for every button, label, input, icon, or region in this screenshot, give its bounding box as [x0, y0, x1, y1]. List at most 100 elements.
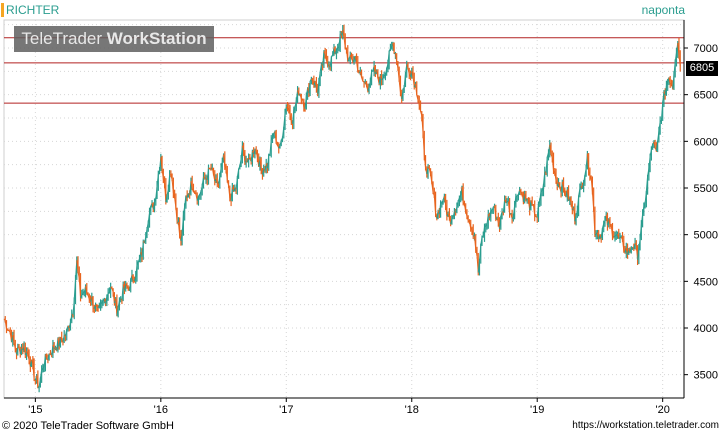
price-segment	[451, 216, 454, 219]
price-segment	[549, 144, 552, 155]
price-segment	[342, 30, 345, 37]
price-segment	[586, 153, 590, 172]
price-segment	[412, 76, 415, 88]
y-tick-label: 6000	[694, 136, 718, 148]
price-segment	[347, 58, 350, 62]
price-segment	[368, 81, 371, 88]
copyright-text: © 2020 TeleTrader Software GmbH	[2, 420, 174, 432]
price-segment	[146, 222, 149, 230]
price-segment	[463, 203, 467, 213]
price-segment	[86, 292, 89, 296]
price-segment	[308, 81, 311, 94]
price-segment	[162, 178, 166, 184]
price-segment	[627, 249, 630, 255]
price-segment	[634, 242, 637, 246]
price-segment	[660, 102, 664, 121]
price-segment	[337, 46, 340, 48]
price-segment	[286, 106, 288, 109]
price-segment	[112, 292, 115, 304]
price-segment	[379, 75, 383, 81]
price-segment	[8, 330, 11, 333]
price-segment	[462, 202, 465, 205]
price-segment	[593, 209, 596, 236]
price-segment	[137, 258, 140, 263]
price-segment	[575, 211, 578, 216]
price-segment	[427, 166, 430, 169]
price-segment	[175, 207, 178, 223]
price-segment	[668, 77, 671, 84]
price-segment	[450, 218, 453, 225]
price-segment	[576, 195, 580, 212]
price-segment	[174, 197, 177, 208]
price-segment	[647, 168, 650, 177]
price-segment	[421, 115, 424, 134]
price-segment	[537, 200, 541, 205]
price-segment	[574, 215, 577, 222]
price-segment	[95, 304, 98, 307]
price-segment	[486, 214, 489, 224]
price-segment	[672, 74, 675, 89]
price-segment	[398, 80, 401, 93]
price-segment	[310, 78, 314, 82]
price-segment	[655, 141, 659, 152]
price-segment	[447, 213, 450, 219]
price-segment	[480, 237, 483, 246]
price-segment	[149, 205, 152, 213]
price-segment	[278, 145, 281, 149]
price-segment	[198, 194, 201, 197]
price-segment	[228, 185, 231, 199]
price-segment	[349, 54, 353, 59]
price-segment	[561, 181, 565, 189]
price-segment	[184, 195, 187, 207]
price-segment	[166, 189, 169, 195]
price-segment	[570, 202, 573, 210]
price-segment	[658, 121, 661, 132]
price-segment	[62, 334, 65, 342]
footer-url[interactable]: https://workstation.teletrader.com	[572, 420, 719, 431]
price-segment	[601, 223, 605, 229]
x-axis: '15 '16 '17 '18 '19 '20	[4, 397, 684, 416]
price-segment	[288, 109, 291, 115]
price-segment	[338, 34, 341, 47]
price-segment	[482, 226, 486, 237]
price-series	[3, 24, 681, 393]
price-segment	[37, 386, 40, 389]
price-segment	[373, 65, 376, 74]
price-segment	[478, 245, 482, 261]
price-segment	[287, 107, 290, 110]
price-segment	[131, 275, 134, 281]
price-segment	[403, 73, 406, 87]
price-segment	[622, 239, 625, 251]
price-segment	[563, 188, 566, 196]
price-segment	[77, 271, 80, 279]
price-segment	[468, 221, 472, 229]
y-tick-label: 5000	[694, 230, 718, 242]
price-segment	[196, 195, 199, 201]
price-segment	[220, 161, 223, 169]
price-segment	[156, 174, 159, 187]
price-segment	[236, 169, 240, 178]
period-label[interactable]: naponta	[641, 3, 685, 17]
price-segment	[457, 197, 460, 202]
price-segment	[336, 47, 339, 51]
price-segment	[664, 85, 667, 96]
price-segment	[470, 228, 473, 230]
price-segment	[26, 351, 29, 355]
price-segment	[241, 145, 245, 151]
price-segment	[644, 191, 647, 204]
price-segment	[240, 145, 243, 159]
price-segment	[367, 87, 370, 91]
price-segment	[428, 168, 432, 175]
price-segment	[191, 188, 194, 192]
price-segment	[526, 198, 529, 200]
price-segment	[154, 198, 157, 203]
price-segment	[325, 60, 329, 66]
price-segment	[167, 174, 171, 190]
price-segment	[101, 300, 104, 303]
price-segment	[289, 114, 292, 122]
price-segment	[72, 299, 75, 315]
price-segment	[416, 95, 419, 101]
price-segment	[243, 150, 246, 163]
price-segment	[357, 71, 360, 74]
